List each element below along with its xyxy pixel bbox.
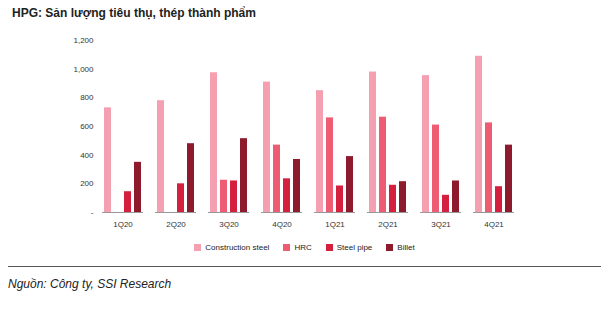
svg-text:400: 400 (80, 151, 94, 160)
html-text:HRC: HRC (294, 242, 312, 252)
svg-text:1,200: 1,200 (73, 36, 94, 45)
svg-text:3Q21: 3Q21 (431, 220, 451, 229)
html-text:Steel pipe: Steel pipe (336, 242, 373, 252)
svg-text:800: 800 (80, 93, 94, 102)
svg-text:600: 600 (80, 122, 94, 131)
svg-text:2Q20: 2Q20 (166, 220, 186, 229)
html-text:Construction steel: Construction steel (205, 242, 270, 252)
svg-text:1,000: 1,000 (73, 65, 94, 74)
svg-text:2Q21: 2Q21 (378, 220, 398, 229)
html-text:Billet: Billet (397, 242, 415, 252)
html-text:Nguồn: Công ty, SSI Research: Nguồn: Công ty, SSI Research (8, 277, 172, 291)
svg-text:1Q20: 1Q20 (113, 220, 133, 229)
svg-text:3Q20: 3Q20 (219, 220, 239, 229)
svg-text:4Q21: 4Q21 (484, 220, 504, 229)
svg-text:4Q20: 4Q20 (272, 220, 292, 229)
svg-text:200: 200 (80, 179, 94, 188)
svg-text:1Q21: 1Q21 (325, 220, 345, 229)
html-text:HPG: Sản lượng tiêu thụ, thép: HPG: Sản lượng tiêu thụ, thép thành phẩm (12, 6, 256, 20)
svg-text:-: - (91, 208, 94, 217)
